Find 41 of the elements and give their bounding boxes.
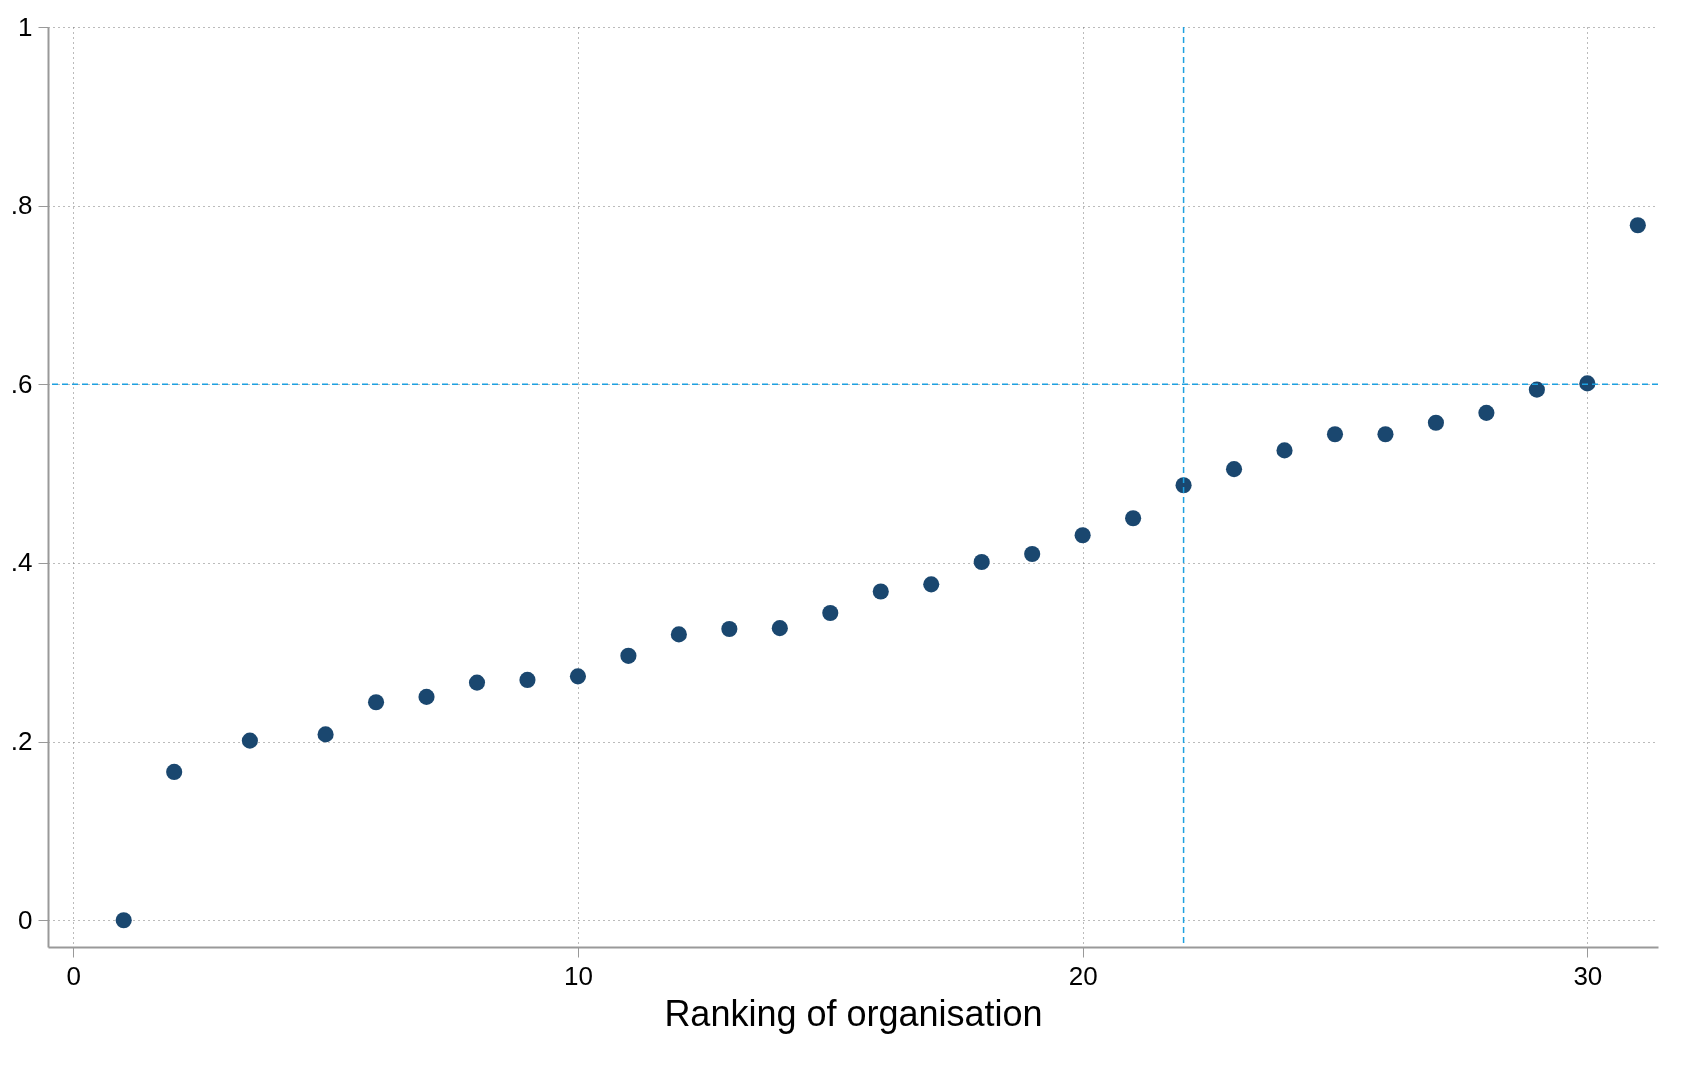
point: [923, 576, 940, 593]
point: [721, 620, 738, 638]
point: [1074, 527, 1091, 544]
point: [1276, 442, 1293, 459]
point: [1427, 414, 1444, 431]
x-tick-label: 20: [1068, 960, 1098, 991]
point: [166, 763, 183, 780]
x-tick-label: 0: [66, 960, 81, 991]
point: [1024, 545, 1041, 563]
x-tick-label: 30: [1573, 960, 1603, 991]
point: [1377, 426, 1394, 443]
y-tick-label: .8: [10, 190, 33, 221]
point: [418, 688, 435, 705]
point: [317, 726, 334, 743]
point: [519, 671, 536, 688]
point: [1175, 477, 1192, 494]
point: [670, 626, 687, 643]
point: [1125, 510, 1142, 527]
y-tick-label: .2: [10, 726, 33, 757]
point: [1528, 381, 1545, 398]
point: [771, 620, 788, 637]
point: [1579, 375, 1596, 392]
y-tick-label: 1: [18, 11, 33, 42]
point: [872, 583, 889, 600]
point: [115, 912, 132, 929]
y-tick-label: .6: [10, 368, 33, 399]
point: [1225, 461, 1243, 478]
point: [241, 732, 258, 749]
x-axis-title: Ranking of organisation: [664, 992, 1043, 1034]
point: [367, 694, 385, 711]
x-tick-label: 10: [563, 960, 593, 991]
point: [822, 604, 839, 621]
point: [1629, 217, 1646, 234]
point: [1478, 404, 1495, 421]
point: [468, 674, 486, 691]
point: [569, 668, 586, 685]
y-tick-label: 0: [18, 904, 33, 935]
point: [620, 647, 637, 664]
y-tick-label: .4: [10, 547, 33, 578]
point: [1326, 426, 1344, 443]
point: [973, 553, 990, 571]
